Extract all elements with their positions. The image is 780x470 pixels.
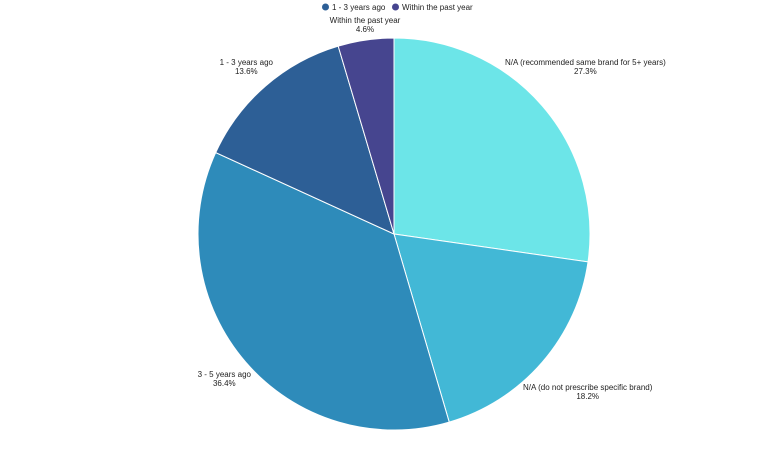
legend-marker-within-the-past-year[interactable] [392,3,399,11]
slice-value-n-a-recommended-same-brand-for-5-years: 27.3% [574,67,597,76]
slice-value-3-5-years-ago: 36.4% [213,379,236,388]
pie-labels: N/A (recommended same brand for 5+ years… [198,16,666,401]
slice-value-1-3-years-ago: 13.6% [235,67,258,76]
pie-slices [197,37,591,431]
slice-label-3-5-years-ago: 3 - 5 years ago [198,370,252,379]
legend-label-within-the-past-year[interactable]: Within the past year [402,3,473,12]
legend-label-1-3-years-ago[interactable]: 1 - 3 years ago [332,3,386,12]
slice-value-within-the-past-year: 4.6% [356,25,374,34]
pie-slice-3-5-years-ago[interactable] [197,151,450,431]
legend-marker-1-3-years-ago[interactable] [322,3,329,11]
chart-legend: 1 - 3 years ago Within the past year [322,3,473,12]
slice-label-n-a-do-not-prescribe-specific-brand: N/A (do not prescribe specific brand) [523,383,653,392]
pie-slice-n-a-recommended-same-brand-for-5-years[interactable] [393,37,591,263]
pie-slice-n-a-do-not-prescribe-specific-brand[interactable] [393,233,589,423]
slice-label-within-the-past-year: Within the past year [330,16,401,25]
pie-slice-1-3-years-ago[interactable] [215,45,395,235]
slice-label-1-3-years-ago: 1 - 3 years ago [220,58,274,67]
slice-label-n-a-recommended-same-brand-for-5-years: N/A (recommended same brand for 5+ years… [505,58,666,67]
pie-slice-within-the-past-year[interactable] [337,37,395,235]
slice-value-n-a-do-not-prescribe-specific-brand: 18.2% [576,392,599,401]
